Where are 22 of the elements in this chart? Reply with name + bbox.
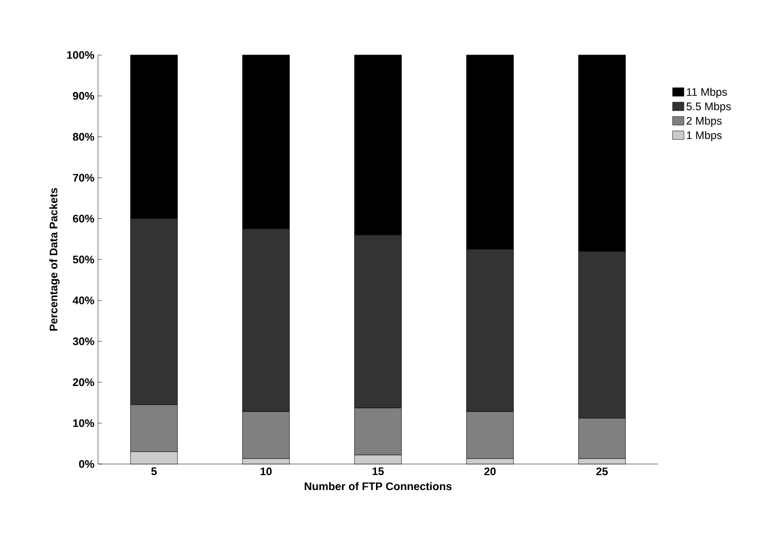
legend-label: 5.5 Mbps: [686, 102, 731, 112]
legend-label: 11 Mbps: [686, 88, 727, 98]
x-tick-label: 25: [596, 468, 608, 476]
y-tick-label: 90%: [72, 92, 94, 100]
y-tick-label: 50%: [72, 256, 94, 264]
y-tick-label: 70%: [73, 174, 94, 182]
y-tick-label: 80%: [72, 132, 94, 141]
x-tick-label: 10: [260, 468, 272, 476]
y-axis-title: Percentage of Data Packets: [49, 188, 60, 331]
x-tick-label: 15: [372, 468, 384, 476]
x-tick-label: 20: [484, 468, 496, 476]
legend-label: 1 Mbps: [686, 131, 722, 142]
y-tick-label: 60%: [72, 214, 94, 222]
legend-label: 2 Mbps: [686, 116, 722, 127]
y-tick-label: 10%: [73, 419, 94, 427]
y-tick-label: 30%: [72, 337, 94, 346]
x-axis-title: Number of FTP Connections: [304, 482, 452, 490]
y-tick-label: 20%: [72, 378, 94, 386]
y-tick-label: 0%: [79, 460, 94, 468]
y-tick-label: 100%: [67, 51, 94, 59]
y-tick-label: 40%: [72, 296, 94, 304]
x-tick-label: 5: [151, 468, 157, 476]
